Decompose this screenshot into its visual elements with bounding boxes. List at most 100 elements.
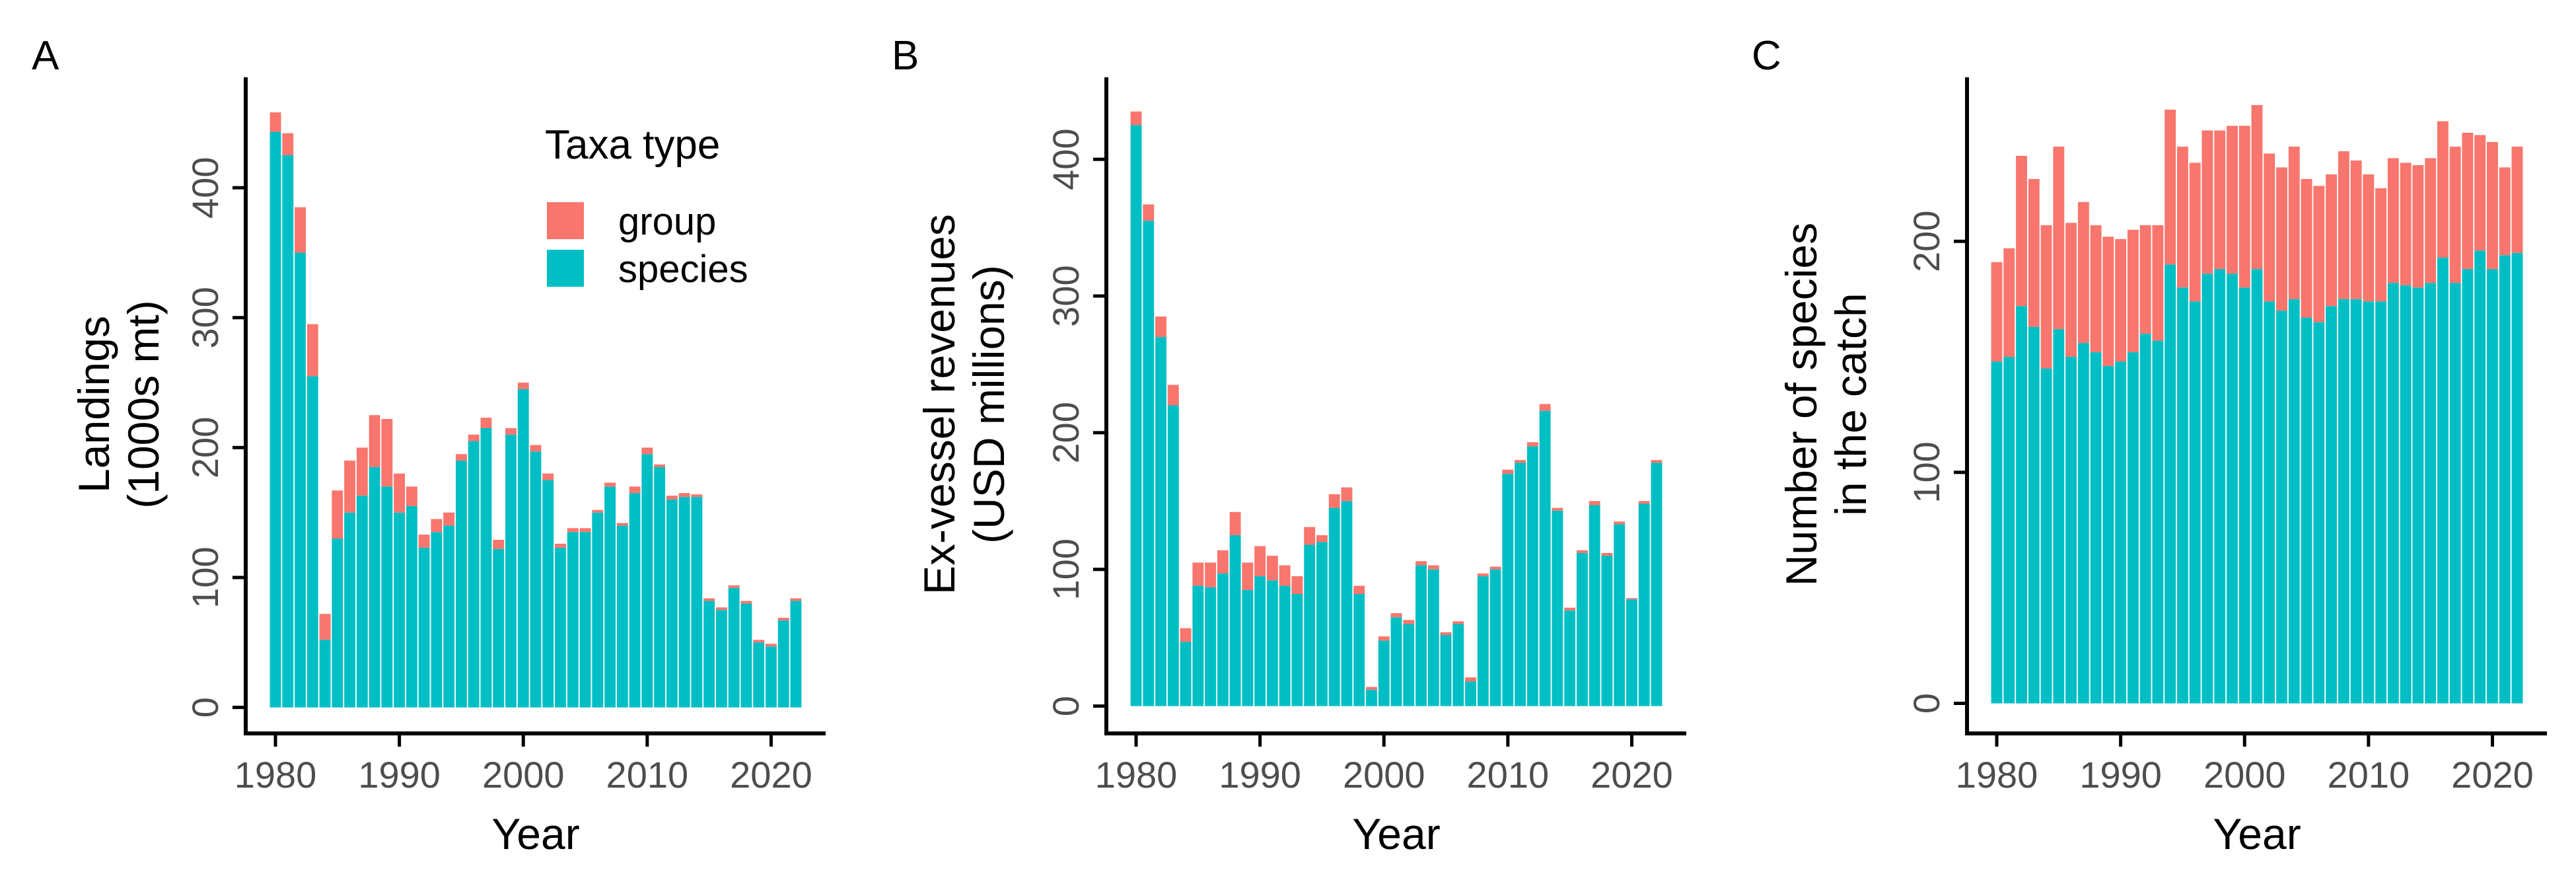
legend: Taxa type group species	[545, 122, 748, 291]
bar-group-2009	[1489, 566, 1501, 570]
bar-group-2019	[2474, 135, 2486, 251]
bar-group-2004	[1427, 565, 1439, 570]
x-tick-label: 2000	[482, 754, 565, 796]
bar-species-1981	[2003, 357, 2015, 704]
bar-group-1990	[1254, 546, 1266, 577]
bar-group-2001	[1390, 613, 1402, 618]
bar-species-2009	[1489, 569, 1501, 706]
bar-species-2010	[2363, 301, 2375, 704]
y-tick-label: 100	[1906, 441, 1947, 503]
bar-species-1995	[455, 461, 467, 708]
bar-group-2008	[2338, 151, 2349, 299]
bar-group-1991	[1266, 556, 1278, 581]
bar-species-1989	[381, 486, 393, 708]
bar-species-2015	[1564, 610, 1576, 706]
bar-group-2013	[2400, 163, 2412, 285]
bar-species-1991	[1266, 580, 1278, 706]
bar-group-2007	[1465, 677, 1477, 682]
x-tick-label: 1980	[1956, 754, 2038, 796]
bar-species-2005	[2301, 317, 2312, 704]
bar-species-1984	[2040, 368, 2052, 704]
bar-species-1992	[2139, 334, 2151, 704]
x-tick-label: 1990	[1219, 754, 1301, 796]
legend-swatch-group	[547, 202, 584, 239]
bar-group-1989	[2102, 237, 2114, 367]
bar-group-1987	[2077, 202, 2089, 344]
bar-group-1980	[1130, 111, 1142, 126]
bar-species-2022	[2511, 252, 2523, 704]
bar-group-2012	[2387, 158, 2399, 283]
bar-species-2003	[2276, 311, 2287, 704]
bar-species-2000	[517, 389, 529, 708]
bar-group-1993	[431, 519, 443, 533]
y-tick-label: 0	[184, 697, 226, 718]
bar-group-1991	[2127, 229, 2139, 353]
bar-group-1999	[2227, 126, 2238, 274]
bar-species-1980	[1991, 361, 2003, 704]
bar-species-2009	[2350, 299, 2362, 704]
bar-group-1988	[1229, 511, 1241, 536]
bar-species-2018	[2462, 269, 2474, 704]
bar-species-1983	[2028, 326, 2040, 704]
bar-group-2005	[2301, 178, 2312, 318]
panel-c: 1980 1990 2000 2010 2020 0 100 200 Year Number of…	[1752, 33, 2547, 858]
panel-label: A	[32, 33, 59, 79]
bar-species-2002	[542, 480, 554, 708]
bar-species-2001	[2251, 269, 2263, 704]
bar-species-2014	[691, 497, 703, 708]
bar-species-1995	[1316, 542, 1328, 706]
y-tick-label: 100	[1045, 539, 1087, 600]
bar-group-2005	[579, 528, 591, 533]
bar-species-1994	[1304, 544, 1316, 706]
bar-group-2011	[654, 464, 666, 467]
bar-group-2012	[1526, 442, 1538, 447]
bar-group-2010	[641, 447, 653, 455]
y-tick-label: 100	[184, 546, 226, 608]
x-tick-label: 2020	[730, 754, 812, 796]
bar-species-1981	[1143, 221, 1155, 706]
y-tick-label: 300	[1045, 265, 1087, 326]
bar-species-1987	[356, 496, 368, 708]
bar-species-2022	[790, 601, 802, 708]
bar-group-2019	[753, 640, 765, 643]
bar-group-1982	[2016, 155, 2027, 307]
bar-group-1983	[1167, 385, 1179, 406]
bar-species-2019	[1614, 524, 1626, 706]
y-axis-title: Number of speciesin the catch	[1777, 223, 1875, 586]
bar-species-2008	[616, 525, 628, 708]
bar-species-2000	[2238, 287, 2250, 704]
bar-group-1998	[493, 540, 505, 549]
bar-species-2001	[1390, 617, 1402, 706]
bar-group-2014	[1552, 507, 1563, 511]
bar-group-2000	[2238, 126, 2250, 288]
bar-group-1996	[1328, 494, 1340, 508]
bar-group-1994	[1304, 527, 1316, 545]
bar-group-2014	[691, 494, 703, 498]
bar-group-2006	[1452, 621, 1464, 624]
bar-group-1981	[282, 133, 294, 155]
bar-species-1983	[306, 376, 318, 708]
bar-group-1982	[295, 207, 306, 253]
bar-group-1999	[505, 427, 517, 435]
bar-species-2004	[567, 532, 579, 708]
bar-species-1993	[2152, 340, 2164, 704]
bar-species-2006	[2313, 322, 2325, 704]
bar-group-1990	[394, 473, 406, 513]
bar-group-1990	[2115, 239, 2127, 362]
bar-species-1986	[344, 512, 356, 708]
bar-species-1998	[493, 548, 505, 708]
bar-species-2013	[2400, 285, 2412, 704]
bar-group-2019	[1614, 521, 1626, 525]
bar-group-1997	[1341, 487, 1353, 502]
bar-species-1994	[2165, 264, 2176, 704]
legend-label-group: group	[618, 200, 716, 243]
bar-group-1995	[455, 454, 467, 461]
bar-group-2002	[1403, 620, 1415, 624]
bar-group-2022	[1651, 460, 1663, 463]
bar-species-1993	[1291, 593, 1303, 706]
bar-group-1996	[468, 434, 480, 441]
y-axis-title-line: Number of species	[1777, 223, 1826, 586]
bar-group-1991	[406, 486, 417, 506]
bar-group-2016	[2437, 121, 2449, 258]
bar-group-2021	[777, 617, 789, 620]
